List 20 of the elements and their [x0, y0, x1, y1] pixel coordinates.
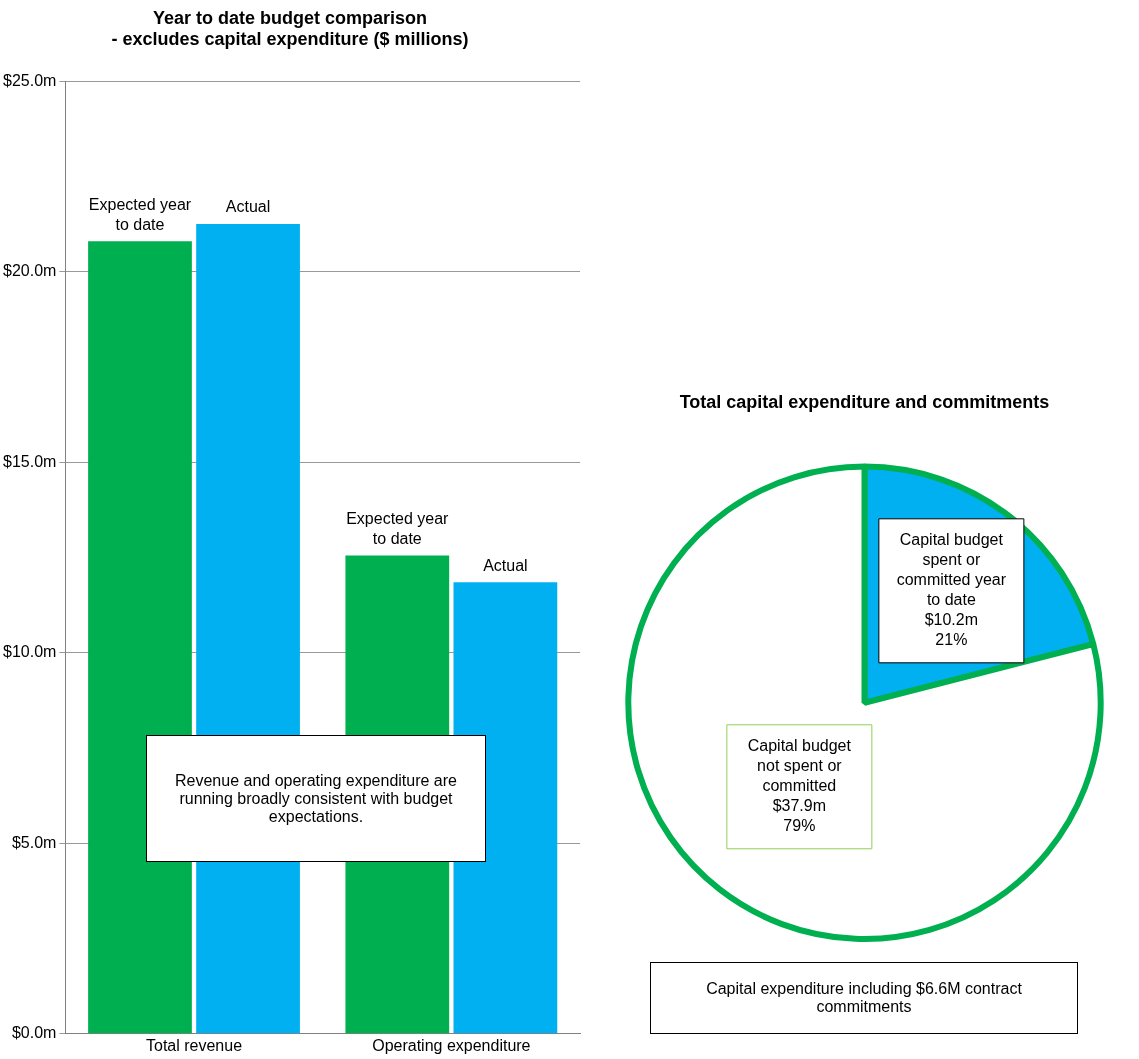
text: Actual — [483, 556, 528, 574]
slice-label: Capital budget spent or committed year to date $10.2m — [896, 531, 1007, 629]
series-label: Expected year to date — [88, 195, 192, 233]
y-tick-label: $10.0m — [2, 643, 57, 661]
chart-title: Year to date budget comparison - excludes capital expenditure ($ millions) — [111, 7, 469, 50]
y-tick-label: $20.0m — [2, 262, 57, 280]
y-tick-label: $25.0m — [2, 71, 57, 89]
y-tick-label: $15.0m — [2, 452, 57, 470]
note-box: Revenue and operating expenditure are running broadly consistent with budget expectations. — [146, 735, 486, 862]
note-box: Capital expenditure including $6.6M contract commitments — [650, 962, 1078, 1034]
x-tick-label: Operating expenditure — [372, 1036, 531, 1054]
chart-title: Total capital expenditure and commitments — [679, 391, 1050, 412]
y-tick-label: $0.0m — [11, 1024, 57, 1042]
slice-label: Capital budget not spent or committed $37.9m — [747, 737, 852, 815]
data-label: 79% — [783, 817, 816, 835]
series-label: Actual — [225, 198, 271, 216]
y-tick-label: $5.0m — [11, 833, 57, 851]
data-label: 21% — [935, 631, 968, 649]
x-tick-label: Total revenue — [145, 1036, 243, 1054]
text: Expected year to date — [346, 510, 449, 547]
